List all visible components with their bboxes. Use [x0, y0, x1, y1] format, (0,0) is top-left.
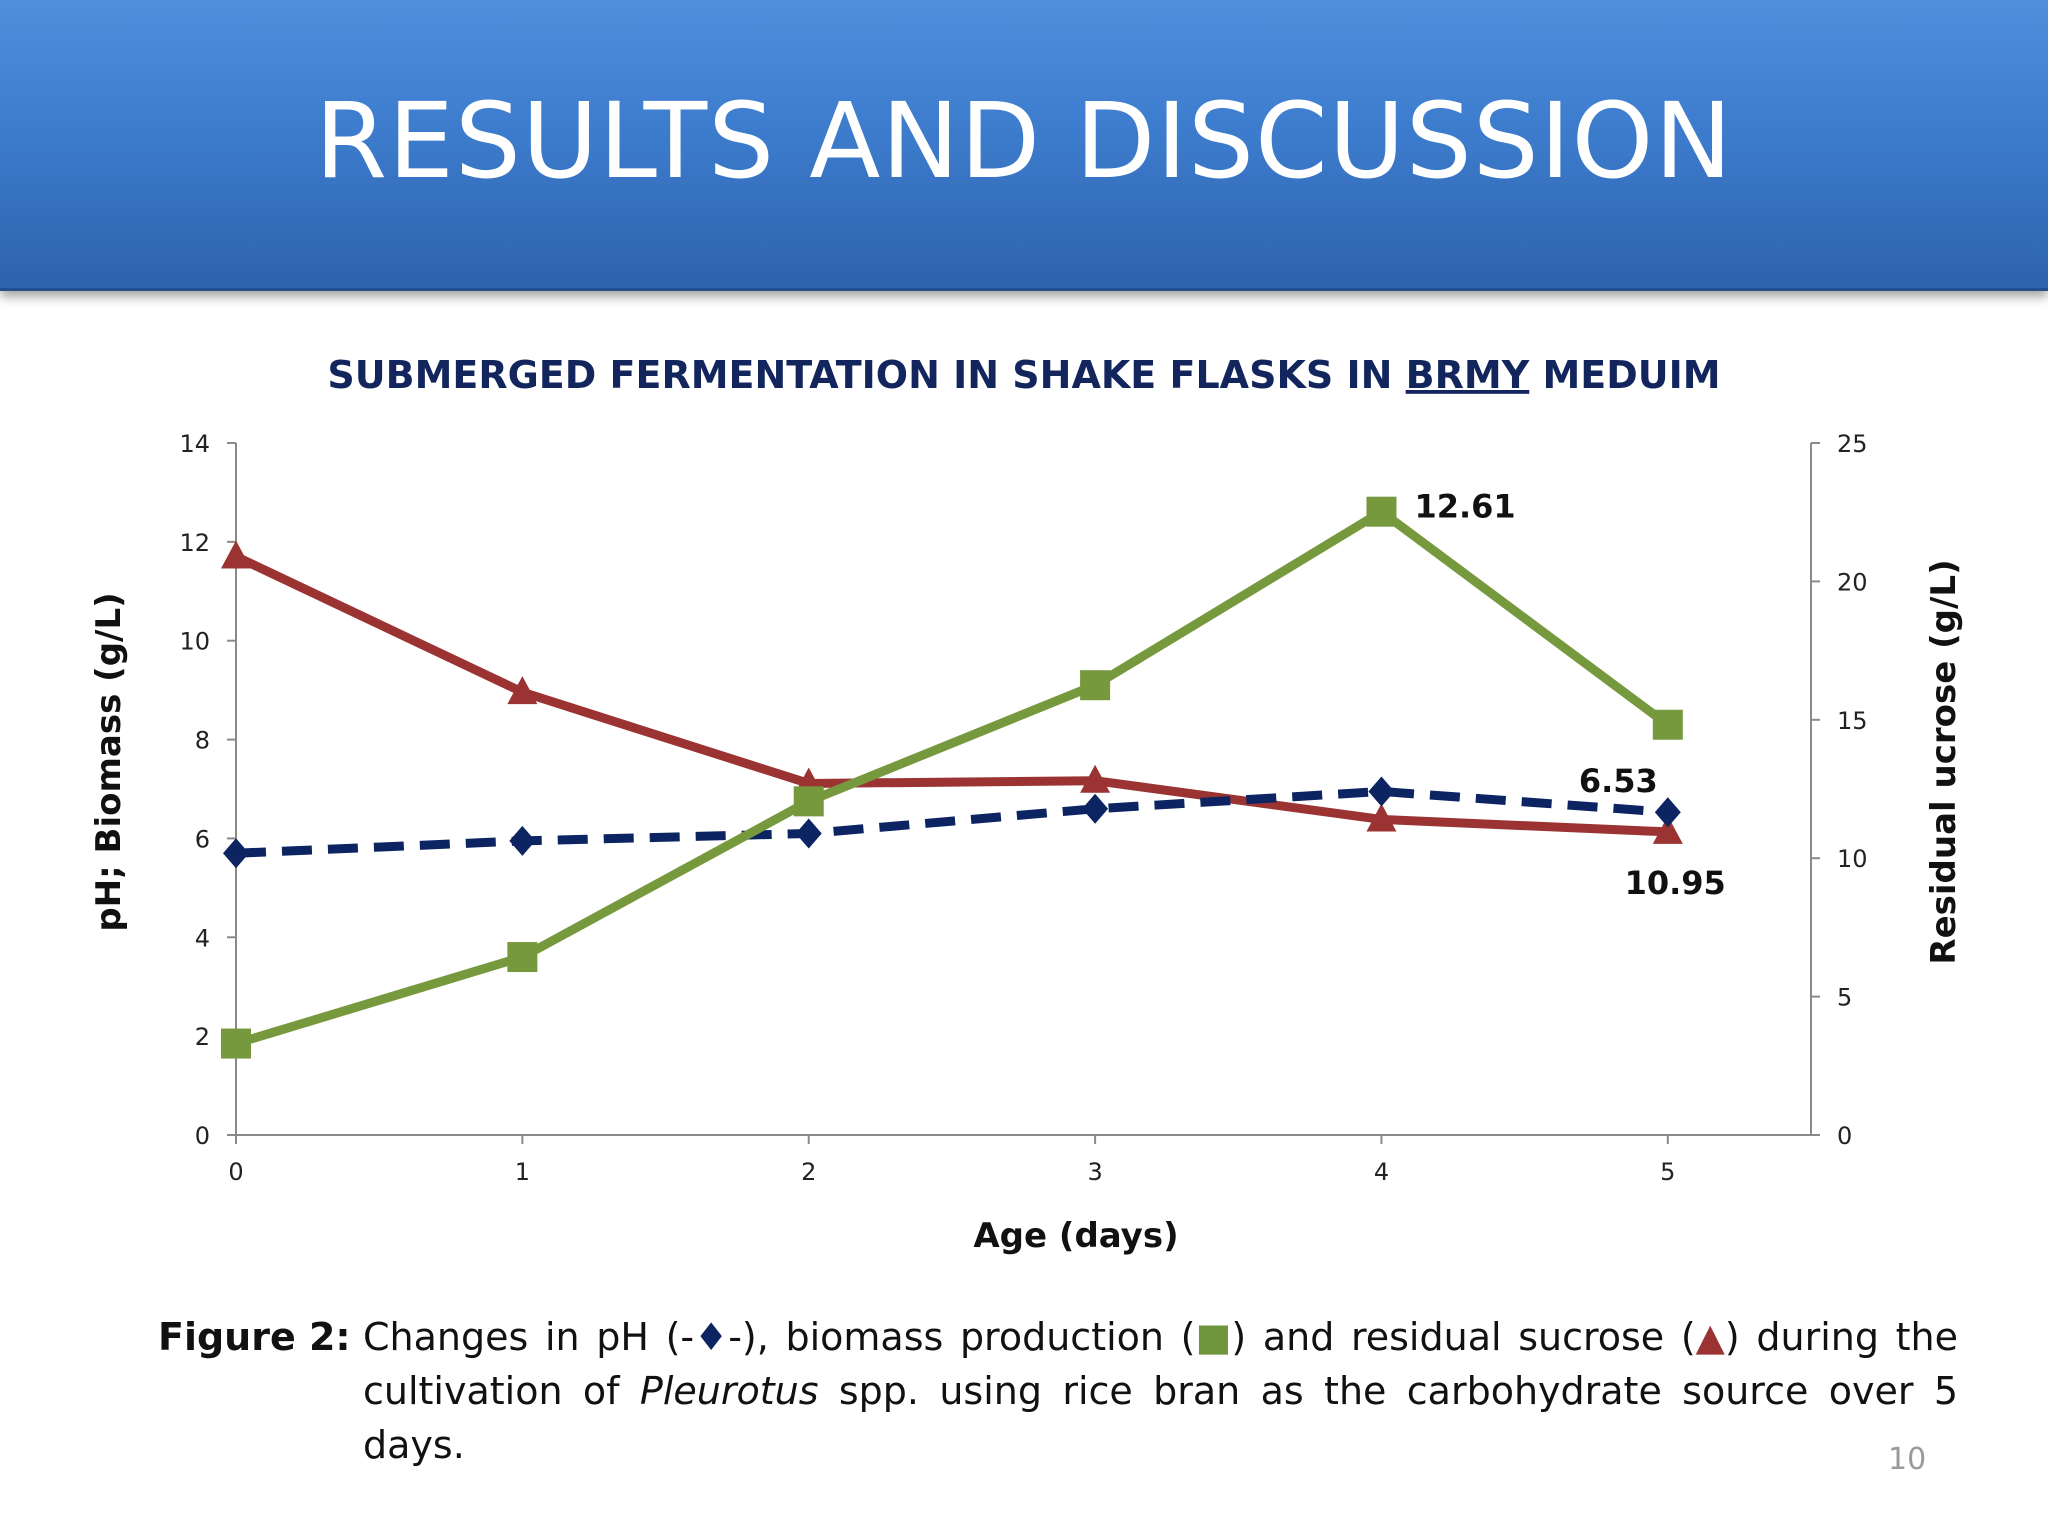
caption-line-2: cultivation of Pleurotus spp. using rice… — [363, 1369, 1958, 1467]
slide-title: RESULTS AND DISCUSSION — [314, 80, 1734, 202]
data-label: 12.61 — [1414, 488, 1515, 526]
y-left-tick-label: 14 — [179, 430, 210, 458]
y-left-tick-label: 8 — [195, 727, 210, 755]
data-point-biomass — [793, 786, 824, 817]
x-tick-label: 1 — [515, 1158, 530, 1186]
caption-symbol-group: (■) — [1180, 1315, 1247, 1359]
caption-word: in — [544, 1315, 580, 1359]
y-left-tick-label: 4 — [195, 924, 210, 952]
data-point-residual-sucrose — [507, 676, 538, 705]
data-label: 6.53 — [1579, 762, 1658, 800]
caption-word: sucrose — [1518, 1315, 1665, 1359]
y-left-tick-label: 12 — [179, 529, 210, 557]
chart-title: SUBMERGED FERMENTATION IN SHAKE FLASKS I… — [327, 353, 1720, 397]
x-axis-label: Age (days) — [973, 1216, 1178, 1256]
y-axis-left-label: pH; Biomass (g/L) — [89, 592, 129, 931]
data-point-biomass — [507, 942, 538, 973]
data-point-ph — [795, 818, 822, 849]
data-point-biomass — [1652, 709, 1683, 740]
y-right-tick-label: 10 — [1837, 845, 1868, 873]
caption-label: Figure 2: — [158, 1315, 351, 1359]
square-icon: ■ — [1195, 1315, 1232, 1359]
x-tick-label: 0 — [228, 1158, 243, 1186]
data-point-ph — [1368, 776, 1395, 807]
y-right-tick-label: 15 — [1837, 707, 1868, 735]
data-point-residual-sucrose — [1652, 815, 1683, 844]
caption-word: residual — [1350, 1315, 1502, 1359]
y-right-tick-label: 5 — [1837, 984, 1852, 1012]
caption-symbol-group: (▲) — [1680, 1315, 1740, 1359]
series-line-ph — [235, 786, 1669, 858]
chart: SUBMERGED FERMENTATION IN SHAKE FLASKS I… — [89, 353, 1964, 1256]
y-right-tick-label: 20 — [1837, 568, 1868, 596]
data-point-ph — [223, 838, 249, 869]
title-banner: RESULTS AND DISCUSSION — [0, 0, 2048, 291]
y-left-tick-label: 2 — [195, 1023, 210, 1051]
y-left-tick-label: 6 — [195, 825, 210, 853]
caption-word: during — [1756, 1315, 1879, 1359]
caption-line-1: Changes in pH (-♦-), biomass production … — [363, 1310, 1958, 1364]
data-label: 10.95 — [1625, 864, 1726, 902]
caption-word: biomass — [785, 1315, 944, 1359]
genus-name: Pleurotus — [639, 1369, 819, 1413]
caption-word: production — [959, 1315, 1164, 1359]
caption-word: pH — [596, 1315, 649, 1359]
data-point-biomass — [1080, 670, 1111, 701]
series-line-biomass — [234, 507, 1671, 1048]
chart-title-underlined: BRMY — [1406, 353, 1530, 397]
data-point-ph — [1654, 797, 1681, 828]
y-left-tick-label: 0 — [195, 1122, 210, 1150]
x-tick-label: 2 — [801, 1158, 816, 1186]
y-right-tick-label: 25 — [1837, 430, 1868, 458]
data-point-ph — [509, 825, 536, 856]
caption-word: and — [1262, 1315, 1335, 1359]
y-right-tick-label: 0 — [1837, 1122, 1852, 1150]
caption-word: Changes — [363, 1315, 529, 1359]
x-tick-label: 5 — [1660, 1158, 1675, 1186]
x-tick-label: 3 — [1087, 1158, 1102, 1186]
page-number: 10 — [1888, 1442, 1927, 1477]
y-left-tick-label: 10 — [179, 628, 210, 656]
triangle-icon: ▲ — [1695, 1315, 1725, 1359]
data-point-ph — [1082, 793, 1109, 824]
data-point-residual-sucrose — [1366, 803, 1397, 832]
y-axis-right-label: Residual ucrose (g/L) — [1924, 559, 1964, 964]
x-tick-label: 4 — [1374, 1158, 1389, 1186]
data-point-biomass — [1366, 496, 1397, 527]
data-point-residual-sucrose — [1080, 764, 1111, 793]
diamond-icon: ♦ — [694, 1315, 729, 1359]
data-point-residual-sucrose — [221, 540, 251, 569]
caption-body: Changes in pH (-♦-), biomass production … — [363, 1310, 1958, 1472]
caption-word: the — [1895, 1315, 1958, 1359]
caption-symbol-group: (-♦-), — [665, 1315, 769, 1359]
data-point-biomass — [221, 1028, 251, 1059]
series-line-residual-sucrose — [234, 552, 1669, 837]
